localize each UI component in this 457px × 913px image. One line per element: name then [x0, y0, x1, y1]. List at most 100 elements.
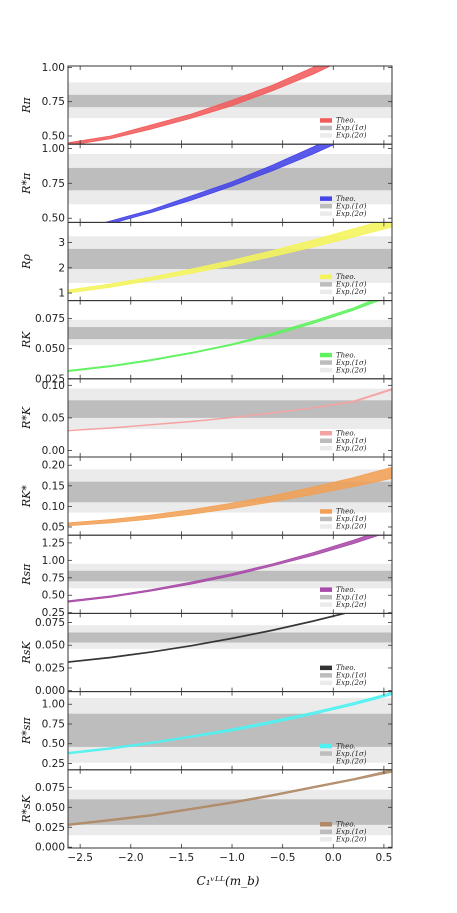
y-tick-label: 0.050 [35, 802, 65, 814]
theory-band [68, 691, 392, 755]
legend-exp-1sigma-label: Exp.(1σ) [335, 750, 367, 758]
legend-exp-1sigma-swatch [320, 438, 332, 443]
legend-exp-1sigma-label: Exp.(1σ) [335, 202, 367, 210]
y-tick-label: 0.025 [35, 662, 65, 674]
theory-band [68, 66, 332, 145]
y-tick-label: 0.025 [35, 373, 65, 385]
y-tick-label: 0.50 [42, 590, 65, 602]
legend-theory-label: Theo. [336, 508, 356, 516]
legend-exp-2sigma-label: Exp.(2σ) [335, 132, 367, 140]
legend-exp-1sigma-swatch [320, 673, 332, 678]
legend-exp-2sigma-swatch [320, 524, 332, 529]
x-tick-label: −2.0 [118, 852, 144, 864]
legend-exp-1sigma-label: Exp.(1σ) [335, 359, 367, 367]
panel-7: 0.25 0.50 0.75 1.00 1.25 Rsπ Theo.Exp.(1σ)Exp.… [20, 534, 393, 619]
y-tick-label: 0.000 [35, 842, 65, 854]
legend-exp-1sigma-label: Exp.(1σ) [335, 281, 367, 289]
y-tick-label: 1.00 [42, 62, 65, 74]
legend-theory-swatch [320, 274, 332, 280]
y-axis-label: R*π [20, 172, 33, 195]
y-tick-label: 0.50 [42, 213, 65, 225]
y-tick-label: 0.15 [42, 480, 65, 492]
legend-theory-label: Theo. [336, 195, 356, 203]
legend-theory-label: Theo. [336, 821, 356, 829]
legend-theory-swatch [320, 587, 332, 592]
y-tick-label: 1.00 [42, 555, 65, 567]
legend-exp-2sigma-swatch [320, 602, 332, 607]
y-tick-label: 0.075 [35, 313, 65, 325]
legend-theory-label: Theo. [336, 117, 356, 125]
legend-theory-label: Theo. [336, 586, 356, 594]
legend-theory-swatch [320, 431, 332, 436]
legend-exp-2sigma-swatch [320, 446, 332, 451]
y-tick-label: 0.10 [42, 380, 65, 392]
legend-exp-2sigma-label: Exp.(2σ) [335, 601, 367, 609]
y-tick-label: 1.00 [42, 143, 65, 155]
y-axis-label: R*sπ [20, 717, 33, 745]
x-tick-label: −1.5 [169, 852, 195, 864]
theory-band [103, 144, 336, 223]
y-tick-label: 0.075 [35, 782, 65, 794]
y-tick-label: 0.05 [42, 412, 65, 424]
x-axis-label: C₁ᵛᴸᴸ(m_b) [197, 874, 260, 888]
legend-exp-1sigma-swatch [320, 516, 332, 522]
y-tick-label: 0.25 [42, 607, 65, 619]
legend-exp-2sigma-label: Exp.(2σ) [335, 757, 367, 765]
y-axis-label: RK* [20, 485, 33, 509]
legend-theory-swatch [320, 665, 332, 671]
legend-theory-swatch [320, 822, 332, 827]
legend-exp-2sigma-label: Exp.(2σ) [335, 445, 367, 453]
legend-exp-2sigma-label: Exp.(2σ) [335, 679, 367, 687]
legend-theory-label: Theo. [336, 742, 356, 750]
y-tick-label: 0.050 [35, 640, 65, 652]
x-tick-label: 0.5 [376, 852, 393, 864]
legend-theory-swatch [320, 196, 332, 201]
legend-exp-1sigma-swatch [320, 282, 332, 287]
theory-band [68, 222, 392, 294]
panel-1: 0.50 0.75 1.00 Rπ Theo.Exp.(1σ)Exp.(2σ) [20, 62, 393, 145]
panel-3: 1 2 3 Rρ Theo.Exp.(1σ)Exp.(2σ) [20, 221, 393, 302]
x-tick-label: 0.0 [325, 852, 342, 864]
legend-exp-1sigma-swatch [320, 829, 332, 834]
legend-exp-2sigma-label: Exp.(2σ) [335, 523, 367, 531]
exp-1sigma-band [68, 167, 392, 191]
legend-exp-2sigma-label: Exp.(2σ) [335, 836, 367, 844]
legend-exp-1sigma-label: Exp.(1σ) [335, 593, 367, 601]
legend-theory-swatch [320, 118, 332, 123]
legend-theory-label: Theo. [336, 430, 356, 438]
y-axis-label: RK [20, 331, 33, 349]
theory-band [68, 300, 381, 372]
exp-1sigma-band [68, 327, 392, 340]
legend-exp-1sigma-label: Exp.(1σ) [335, 828, 367, 836]
x-tick-label: −0.5 [270, 852, 296, 864]
y-tick-label: 0.000 [35, 685, 65, 697]
legend-exp-2sigma-label: Exp.(2σ) [335, 210, 367, 218]
x-tick-label: −1.0 [219, 852, 245, 864]
y-tick-label: 0.025 [35, 822, 65, 834]
legend-exp-1sigma-swatch [320, 594, 332, 600]
y-tick-label: 0.50 [42, 738, 65, 750]
legend-exp-1sigma-label: Exp.(1σ) [335, 124, 367, 132]
y-tick-label: 0.00 [42, 445, 65, 457]
exp-1sigma-band [68, 248, 392, 270]
y-tick-label: 1.00 [42, 699, 65, 711]
y-tick-label: 0.75 [42, 718, 65, 730]
legend-exp-1sigma-swatch [320, 203, 332, 209]
legend-exp-2sigma-swatch [320, 289, 332, 295]
y-tick-label: 0.05 [42, 521, 65, 533]
legend-exp-2sigma-swatch [320, 758, 332, 764]
theory-band [68, 466, 392, 527]
y-tick-label: 1.25 [42, 537, 65, 549]
y-tick-label: 0.10 [42, 501, 65, 513]
y-tick-label: 3 [58, 237, 65, 249]
y-axis-label: Rπ [20, 97, 33, 114]
y-tick-label: 1 [58, 288, 65, 300]
theory-band [68, 613, 348, 663]
legend-exp-1sigma-label: Exp.(1σ) [335, 672, 367, 680]
exp-1sigma-band [68, 481, 392, 503]
legend-theory-label: Theo. [336, 664, 356, 672]
legend-exp-2sigma-swatch [320, 211, 332, 216]
